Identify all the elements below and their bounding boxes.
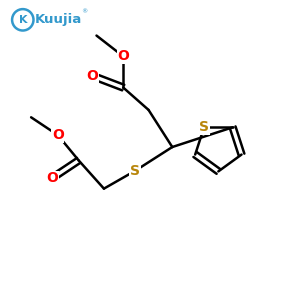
Text: O: O [86,69,98,83]
Text: Kuujia: Kuujia [35,13,82,26]
Text: ®: ® [82,9,88,14]
Text: O: O [46,171,58,185]
Text: S: S [199,120,209,134]
Text: S: S [130,164,140,178]
Text: O: O [117,50,129,63]
Text: K: K [19,15,27,25]
Text: O: O [52,128,64,142]
